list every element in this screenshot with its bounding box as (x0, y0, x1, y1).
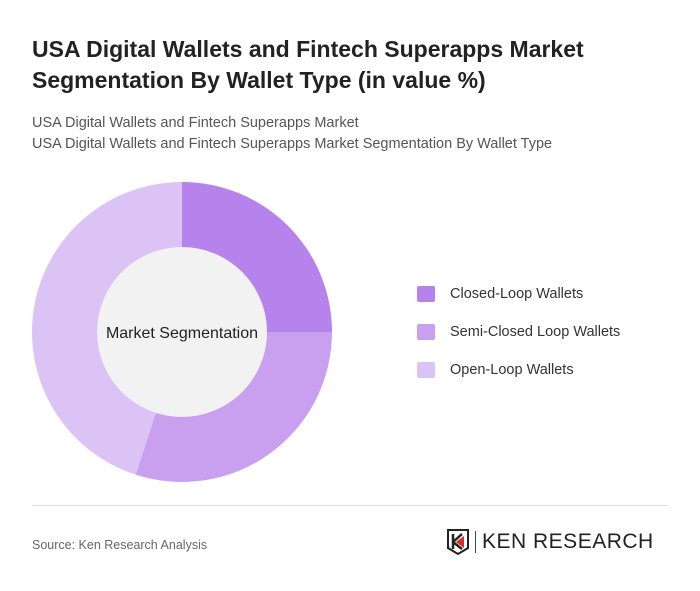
legend-item[interactable]: Semi-Closed Loop Wallets (417, 322, 620, 341)
logo-text: KEN RESEARCH (482, 530, 654, 553)
logo-shield-icon (447, 529, 469, 555)
legend: Closed-Loop Wallets Semi-Closed Loop Wall… (417, 284, 620, 398)
center-label: Market Segmentation (106, 325, 258, 342)
legend-label: Semi-Closed Loop Wallets (450, 323, 621, 340)
chart-title: USA Digital Wallets and Fintech Superapp… (32, 36, 584, 93)
legend-swatch (417, 361, 435, 378)
ken-research-logo: KEN RESEARCH (447, 529, 654, 555)
chart-subtitle: USA Digital Wallets and Fintech Superapp… (32, 115, 359, 131)
divider (32, 505, 668, 506)
source-note: Source: Ken Research Analysis (32, 538, 208, 552)
legend-label: Open-Loop Wallets (450, 361, 574, 378)
legend-item[interactable]: Open-Loop Wallets (417, 360, 620, 379)
legend-label: Closed-Loop Wallets (450, 285, 584, 302)
legend-swatch (417, 285, 435, 302)
legend-swatch (417, 323, 435, 340)
chart-subtitle-2: USA Digital Wallets and Fintech Superapp… (32, 136, 553, 152)
donut-center (97, 247, 267, 417)
legend-item[interactable]: Closed-Loop Wallets (417, 284, 620, 303)
